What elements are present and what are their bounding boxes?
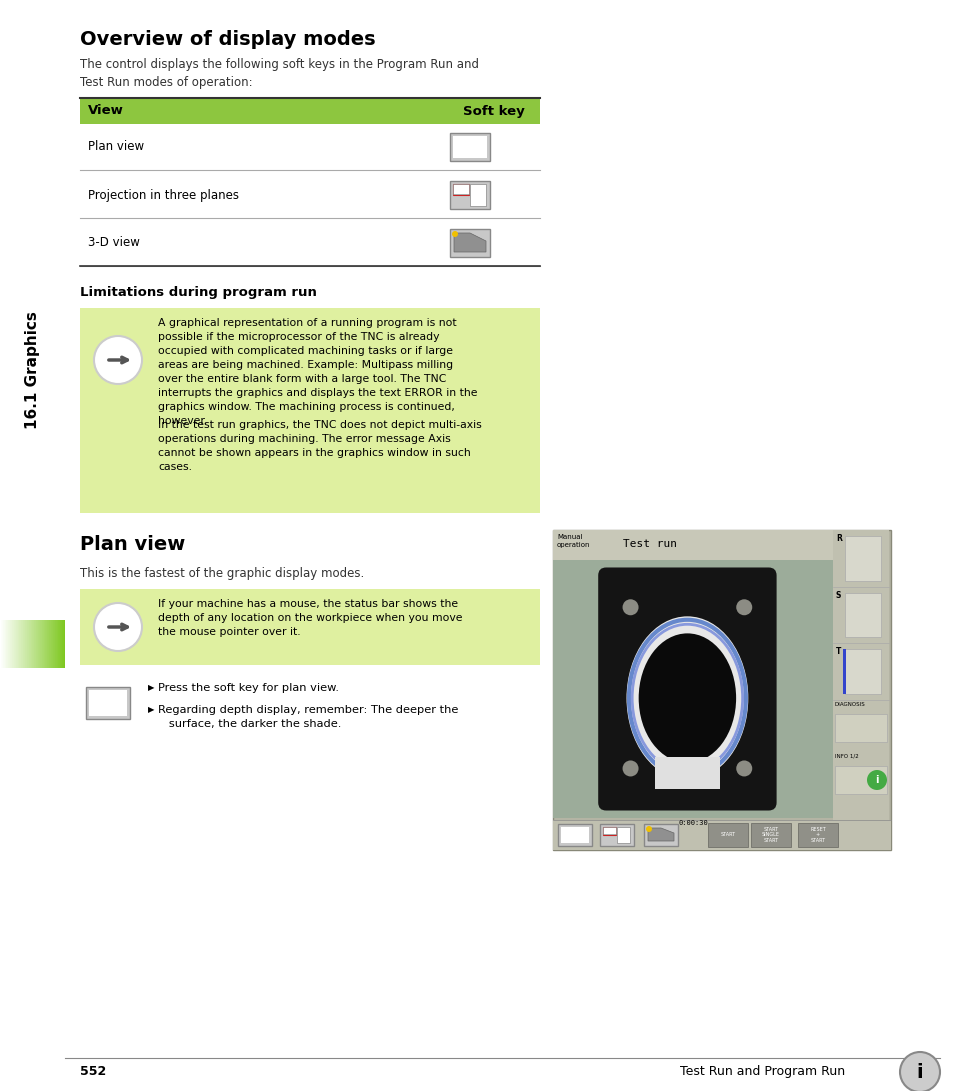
Bar [553,560,832,818]
Text: i: i [916,1064,923,1082]
Text: S: S [835,590,841,600]
Text: Plan view: Plan view [88,141,144,154]
Polygon shape [454,233,485,252]
Bar [80,98,539,124]
Bar [707,823,747,847]
Circle shape [899,1052,939,1091]
Text: 16.1 Graphics: 16.1 Graphics [26,311,40,429]
Bar [80,308,539,513]
Circle shape [866,770,886,790]
Text: Projection in three planes: Projection in three planes [88,189,239,202]
Bar [844,592,880,637]
Bar [832,530,888,820]
Text: The control displays the following soft keys in the Program Run and
Test Run mod: The control displays the following soft … [80,58,478,89]
Bar [834,766,886,794]
Circle shape [94,603,142,651]
Ellipse shape [638,634,736,763]
Bar [553,530,890,850]
Text: A graphical representation of a running program is not
possible if the microproc: A graphical representation of a running … [158,317,477,425]
Circle shape [622,599,638,615]
Circle shape [452,231,457,237]
Text: 0:00:30: 0:00:30 [678,820,707,826]
Bar [844,649,880,694]
Bar [602,827,616,834]
Text: Limitations during program run: Limitations during program run [80,286,316,299]
Circle shape [622,760,638,777]
Bar [750,823,790,847]
Bar [832,700,888,750]
Text: i: i [874,775,878,786]
Bar [450,181,490,209]
Bar [643,824,678,846]
Bar [553,820,890,850]
Bar [842,649,845,694]
Bar [797,823,837,847]
Text: START: START [720,832,735,838]
Bar [602,827,616,835]
Text: Manual
operation: Manual operation [557,533,590,548]
Bar [599,824,634,846]
Ellipse shape [626,616,747,780]
Bar [844,536,880,580]
Circle shape [94,336,142,384]
Bar [558,824,592,846]
Bar [560,827,588,843]
Text: Soft key: Soft key [463,105,524,118]
Text: Regarding depth display, remember: The deeper the
   surface, the darker the sha: Regarding depth display, remember: The d… [158,705,457,729]
Bar [617,827,629,843]
Text: R: R [835,533,841,543]
Bar [86,687,130,719]
Bar [80,589,539,666]
Bar [453,184,469,194]
Text: Test Run and Program Run: Test Run and Program Run [679,1065,844,1078]
FancyBboxPatch shape [598,567,776,811]
Text: In the test run graphics, the TNC does not depict multi-axis
operations during m: In the test run graphics, the TNC does n… [158,420,481,472]
Bar [553,530,832,560]
Text: T: T [835,647,841,657]
Text: View: View [88,105,124,118]
Text: START
SINGLE
START: START SINGLE START [761,827,780,843]
Text: This is the fastest of the graphic display modes.: This is the fastest of the graphic displ… [80,567,364,580]
Circle shape [736,599,752,615]
Text: Plan view: Plan view [80,535,185,554]
Text: 552: 552 [80,1065,106,1078]
Text: INFO 1/2: INFO 1/2 [834,754,858,759]
Circle shape [736,760,752,777]
Bar [453,136,486,158]
Text: 3-D view: 3-D view [88,237,140,250]
Text: ▶: ▶ [148,683,154,692]
Bar [470,184,485,206]
Text: Press the soft key for plan view.: Press the soft key for plan view. [158,683,338,693]
Bar [453,184,469,195]
Text: If your machine has a mouse, the status bar shows the
depth of any location on t: If your machine has a mouse, the status … [158,599,462,637]
Text: RESET
+
START: RESET + START [809,827,825,843]
Bar [654,757,720,789]
Bar [450,133,490,161]
Bar [450,229,490,257]
Polygon shape [647,828,673,841]
Text: DIAGNOSIS: DIAGNOSIS [834,702,864,707]
Bar [834,714,886,742]
Bar [89,690,127,716]
Circle shape [645,826,651,832]
Text: Test run: Test run [622,539,677,549]
Text: Overview of display modes: Overview of display modes [80,29,375,49]
Text: ▶: ▶ [148,705,154,714]
